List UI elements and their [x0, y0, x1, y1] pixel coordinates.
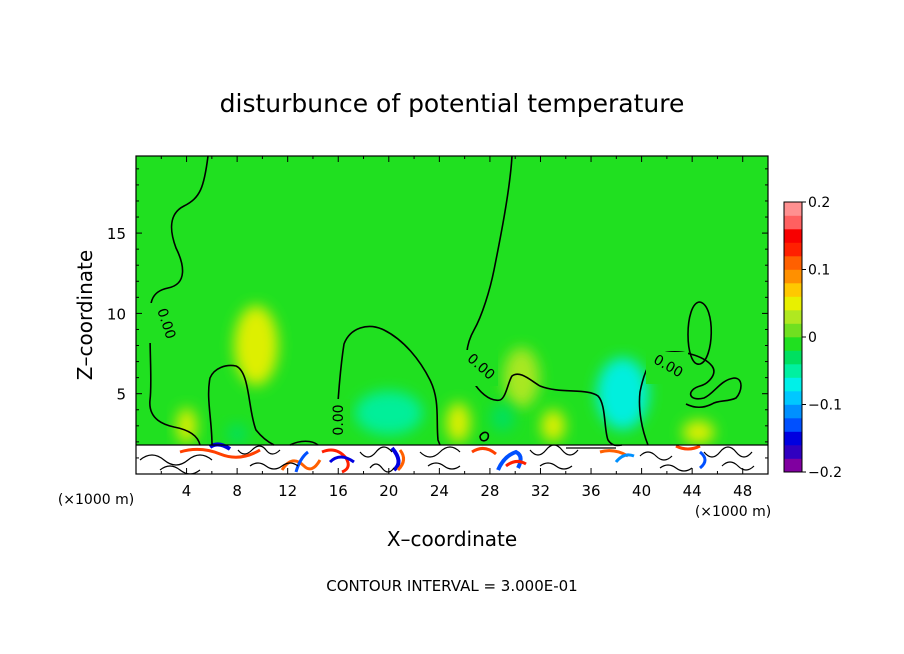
zero-contour-line: [465, 156, 623, 447]
anomaly-layer: [176, 305, 715, 445]
cool-anomaly: [227, 423, 248, 444]
colorbar-swatch: [784, 242, 802, 257]
zero-contour-line: [289, 440, 319, 446]
x-tick-label: 36: [581, 482, 600, 500]
surface-streak: [471, 447, 497, 456]
surface-streak: [390, 446, 401, 472]
colorbar-swatch: [784, 445, 802, 459]
warm-anomaly: [503, 347, 540, 408]
colorbar-swatch: [784, 364, 802, 378]
colorbar-swatch: [784, 202, 802, 216]
colorbar: 0.2 0.1 0 −0.1 −0.2: [783, 195, 842, 481]
surface-streak: [505, 459, 527, 468]
zero-contour-line: [479, 431, 490, 442]
contour-label-mask: [458, 350, 498, 386]
surface-streak: [614, 453, 635, 463]
cool-anomaly: [596, 357, 649, 430]
colorbar-swatch: [784, 269, 802, 284]
surface-streak: [699, 450, 707, 470]
zero-contour-line: [207, 364, 275, 446]
chart-title: disturbunce of potential temperature: [220, 89, 685, 118]
contour-labels: 0.00 0.00 0.00 0.00: [146, 303, 688, 441]
surface-streak: [328, 455, 355, 464]
colorbar-swatch: [784, 458, 802, 473]
surface-streak: [294, 450, 309, 473]
y-tick-label: 10: [107, 305, 126, 323]
colorbar-swatch: [784, 377, 802, 392]
y-tick-label: 15: [107, 225, 126, 243]
colorbar-tick-label: 0.1: [808, 263, 830, 279]
warm-anomaly: [446, 402, 471, 443]
contour-label-mask: [646, 352, 688, 384]
x-tick-label: 12: [278, 482, 297, 500]
x-tick-label: 44: [683, 482, 702, 500]
colorbar-swatch: [784, 431, 802, 446]
x-tick-label: 48: [733, 482, 752, 500]
surface-streak: [396, 449, 405, 472]
colorbar-swatch: [784, 418, 802, 432]
x-tick-label: 20: [379, 482, 398, 500]
x-axis-unit: (×1000 m): [695, 504, 771, 520]
x-tick-label: 32: [531, 482, 550, 500]
colorbar-swatch: [784, 391, 802, 405]
y-axis: 5 10 15: [107, 168, 768, 459]
colorbar-swatch: [784, 323, 802, 338]
zero-contour-line: [335, 325, 441, 446]
x-axis-label: X–coordinate: [387, 527, 517, 551]
surface-layer: [136, 442, 768, 474]
x-tick-label: 24: [430, 482, 449, 500]
contour-label-mask: [330, 399, 350, 441]
cool-anomaly: [354, 390, 423, 435]
colorbar-swatch: [784, 310, 802, 324]
warm-anomaly: [234, 305, 279, 386]
surface-band: [136, 445, 768, 474]
x-tick-label: 40: [632, 482, 651, 500]
x-tick-label: 28: [480, 482, 499, 500]
colorbar-swatch: [784, 404, 802, 419]
contour-label-mask: [146, 303, 180, 343]
colorbar-tick-label: 0: [808, 330, 817, 346]
plot-frame: [135, 155, 769, 475]
x-axis: 4 8 12 16 20 24 28 32 36 40 44 48: [160, 156, 752, 500]
x-tick-label: 4: [182, 482, 192, 500]
y-axis-unit: (×1000 m): [58, 492, 134, 508]
colorbar-swatch: [784, 229, 802, 243]
x-tick-label: 8: [232, 482, 242, 500]
warm-anomaly: [682, 420, 715, 445]
warm-anomaly: [176, 407, 197, 444]
contour-interval-note: CONTOUR INTERVAL = 3.000E-01: [326, 577, 577, 595]
surface-streak: [675, 444, 701, 451]
warm-anomaly: [541, 409, 566, 442]
colorbar-tick-label: −0.2: [808, 465, 842, 481]
colorbar-tick-label: 0.2: [808, 195, 830, 211]
contour-label: 0.00: [331, 404, 347, 435]
colorbar-swatch: [784, 256, 802, 270]
y-axis-label: Z–coordinate: [73, 250, 97, 380]
y-tick-label: 5: [116, 386, 126, 404]
colorbar-swatch: [784, 350, 802, 365]
x-tick-label: 16: [329, 482, 348, 500]
surface-streak: [179, 447, 261, 459]
cool-anomaly: [490, 403, 515, 432]
zero-contour-line: [687, 301, 713, 365]
colorbar-swatch: [784, 337, 802, 351]
colorbar-swatch: [784, 283, 802, 297]
colorbar-swatch: [784, 215, 802, 230]
colorbar-tick-label: −0.1: [808, 398, 842, 414]
colorbar-swatch: [784, 296, 802, 311]
plot-area: 0.00 0.00 0.00 0.00: [136, 156, 768, 474]
